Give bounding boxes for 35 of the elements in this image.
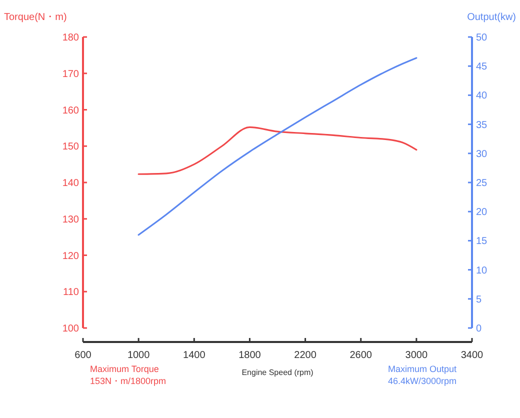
x-tick-label: 600: [74, 350, 92, 361]
line-series: [138, 126, 418, 175]
x-tick-label: 2200: [294, 350, 317, 361]
x-tick-label: 3000: [405, 350, 428, 361]
y-tick-label: 140: [62, 178, 80, 189]
y2-tick-label: 35: [476, 120, 488, 131]
y-tick-label: 110: [63, 287, 80, 298]
x-tick-label: 2600: [350, 350, 372, 361]
y2-tick-label: 50: [476, 32, 488, 44]
line-series: [138, 57, 418, 236]
x-tick-label: 3400: [460, 350, 484, 361]
y2-tick-label: 45: [476, 62, 488, 73]
y-axis-title: Torque(N・m): [4, 12, 67, 23]
y2-tick-label: 40: [476, 90, 488, 102]
x-tick-label: 1000: [127, 350, 150, 361]
y2-tick-label: 20: [476, 207, 488, 218]
text: Maximum Torque 153N・m/1800rpm: [90, 364, 166, 386]
y2-tick-label: 10: [476, 265, 488, 276]
y2-tick-label: 25: [476, 178, 488, 189]
y-tick-label: 180: [62, 32, 80, 44]
y2-tick-label: 5: [476, 294, 482, 306]
text: Maximum Output 46.4kW/3000rpm: [388, 364, 458, 386]
y-tick-label: 150: [62, 142, 80, 153]
x-tick-label: 1400: [183, 350, 206, 361]
y-tick-label: 130: [62, 214, 80, 226]
y-tick-label: 100: [62, 324, 80, 334]
y2-tick-label: 15: [476, 236, 488, 248]
y2-axis-title: Output(kw): [467, 12, 516, 23]
x-tick-label: 1800: [238, 350, 262, 361]
y-tick-label: 160: [62, 105, 80, 116]
y2-tick-label: 0: [476, 324, 482, 334]
y2-tick-label: 30: [476, 148, 488, 160]
x-axis-title: Engine Speed (rpm): [242, 368, 314, 377]
y-tick-label: 120: [62, 250, 80, 262]
y-tick-label: 170: [62, 68, 80, 80]
